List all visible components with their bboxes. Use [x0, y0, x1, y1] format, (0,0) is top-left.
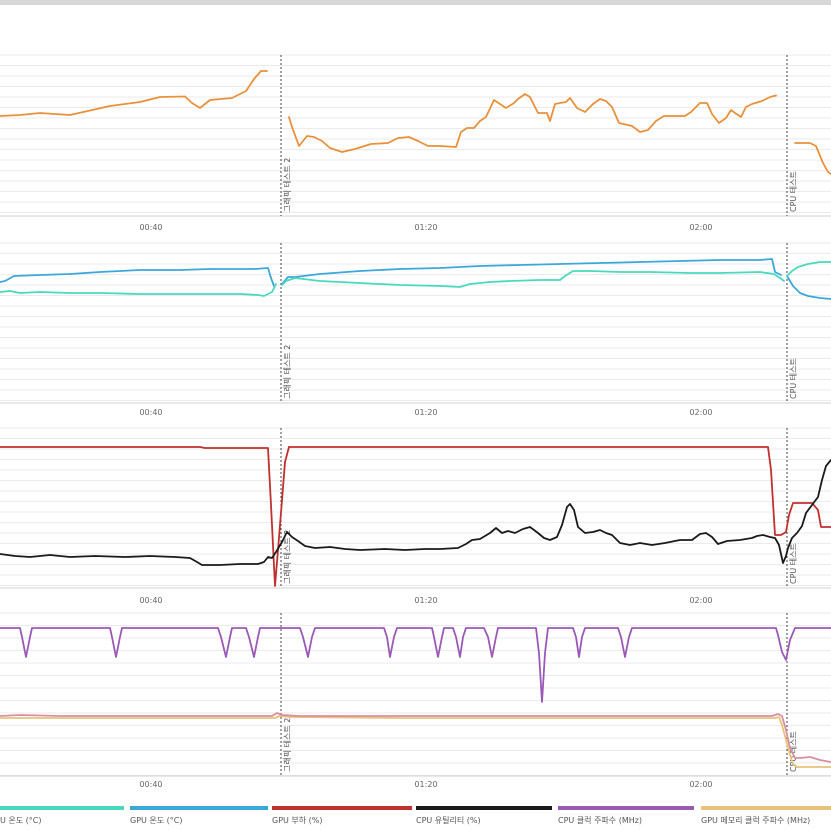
- section-marker-label: 그래픽 테스트 2: [282, 718, 292, 772]
- top-bar: [0, 0, 831, 5]
- legend-label: CPU 클럭 주파수 (MHz): [558, 815, 642, 825]
- x-tick-label: 01:20: [414, 223, 437, 232]
- gpu-load-line: [0, 446, 290, 587]
- legend-swatch: [558, 806, 694, 810]
- x-tick-label: 00:40: [139, 780, 162, 789]
- section-marker-label: 그래픽 테스트 2: [282, 530, 292, 584]
- legend-label: U 온도 (°C): [0, 816, 42, 825]
- x-tick-label: 02:00: [689, 596, 712, 605]
- legend-label: GPU 메모리 클럭 주파수 (MHz): [701, 815, 810, 825]
- x-tick-label: 01:20: [414, 780, 437, 789]
- gpu-temp-line-2: [786, 261, 831, 277]
- series-line-orange: [0, 70, 268, 117]
- gpu-temp-line: [281, 258, 782, 285]
- x-tick-label: 00:40: [139, 596, 162, 605]
- legend-label: CPU 유틸리티 (%): [416, 815, 481, 825]
- section-marker-label: 그래픽 테스트 2: [282, 158, 292, 212]
- gpu-temp-line-2: [281, 270, 785, 288]
- x-tick-label: 01:20: [414, 596, 437, 605]
- legend-swatch: [130, 806, 268, 810]
- legend-label: GPU 부하 (%): [272, 815, 323, 825]
- gpu-load-line: [288, 446, 831, 536]
- legend-swatch: [0, 806, 124, 810]
- legend-swatch: [272, 806, 412, 810]
- gpu-temp-line-2: [0, 283, 277, 297]
- x-tick-label: 00:40: [139, 408, 162, 417]
- gpu-mem-clock-line: [0, 715, 831, 768]
- x-tick-label: 01:20: [414, 408, 437, 417]
- x-tick-label: 00:40: [139, 223, 162, 232]
- gpu-temp-line: [786, 275, 831, 300]
- gpu-temp-line: [0, 267, 275, 287]
- cpu-clock-line: [0, 627, 831, 703]
- series-line-orange: [794, 142, 831, 175]
- x-tick-label: 02:00: [689, 780, 712, 789]
- series-line-orange: [288, 93, 777, 153]
- section-marker-label: CPU 테스트: [789, 171, 798, 212]
- x-tick-label: 02:00: [689, 408, 712, 417]
- legend-label: GPU 온도 (°C): [130, 816, 183, 825]
- section-marker-label: CPU 테스트: [789, 543, 798, 584]
- legend-swatch: [416, 806, 552, 810]
- cpu-utility-line: [0, 459, 831, 566]
- gpu-clock-line: [0, 712, 831, 763]
- section-marker-label: CPU 테스트: [789, 731, 798, 772]
- section-marker-label: 그래픽 테스트 2: [282, 345, 292, 399]
- legend-swatch: [701, 806, 831, 810]
- x-tick-label: 02:00: [689, 223, 712, 232]
- section-marker-label: CPU 테스트: [789, 358, 798, 399]
